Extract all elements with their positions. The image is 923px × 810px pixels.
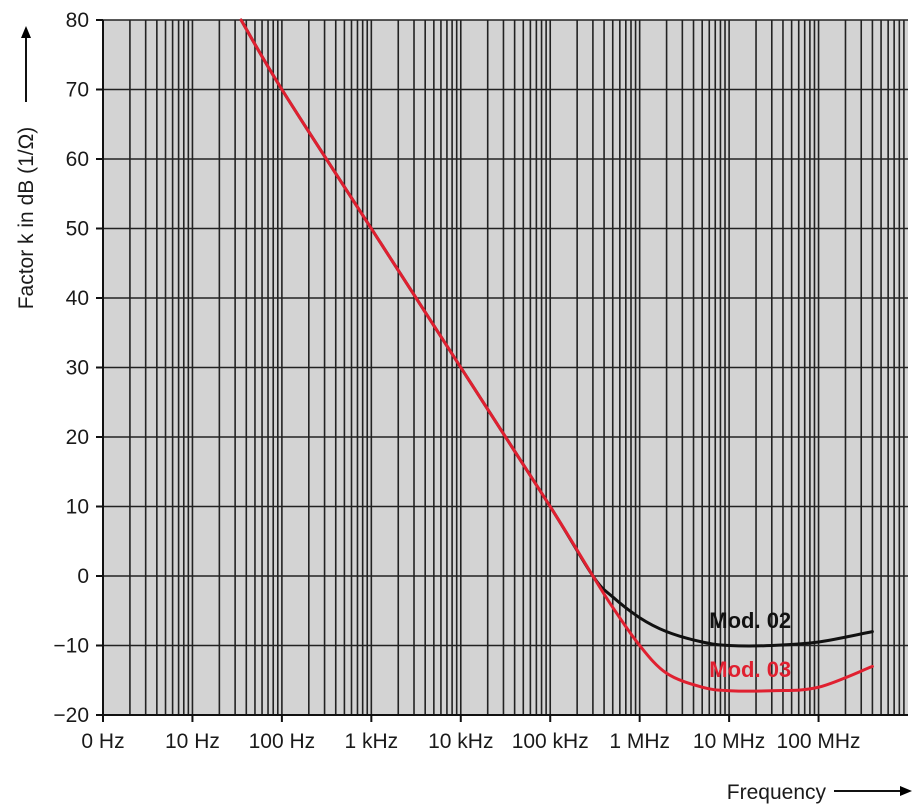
y-axis-arrow-icon <box>21 26 31 38</box>
x-tick-label: 1 kHz <box>344 730 398 753</box>
x-tick-label: 100 Hz <box>249 730 316 753</box>
x-tick-label: 100 MHz <box>777 730 861 753</box>
y-tick-label: 10 <box>66 496 89 519</box>
x-tick-label: 10 Hz <box>165 730 220 753</box>
x-axis-label: Frequency <box>727 781 827 804</box>
y-tick-label: 80 <box>66 9 89 32</box>
y-tick-label: −10 <box>53 635 89 658</box>
y-tick-label: 0 <box>77 565 89 588</box>
y-axis-label: Factor k in dB (1/Ω) <box>15 127 38 310</box>
y-tick-label: −20 <box>53 704 89 727</box>
series-lines <box>239 18 874 693</box>
y-tick-label: 60 <box>66 148 89 171</box>
series-labels: Mod. 02 Mod. 03 <box>709 608 791 682</box>
y-tick-labels: −20 −10 0 10 20 30 40 50 60 70 80 <box>53 9 89 727</box>
grid <box>102 19 908 716</box>
series-label: Mod. 02 <box>709 608 791 633</box>
x-tick-label: 1 MHz <box>609 730 670 753</box>
x-axis-arrow-icon <box>900 786 912 796</box>
x-tick-label: 100 kHz <box>512 730 589 753</box>
y-tick-label: 40 <box>66 287 89 310</box>
x-tick-labels: 0 Hz 10 Hz 100 Hz 1 kHz 10 kHz 100 kHz 1 MHz 10… <box>81 730 860 753</box>
x-tick-label: 10 kHz <box>428 730 493 753</box>
axes <box>96 19 908 722</box>
y-tick-label: 20 <box>66 426 89 449</box>
x-tick-label: 10 MHz <box>693 730 765 753</box>
y-tick-label: 30 <box>66 357 89 380</box>
series-label: Mod. 03 <box>709 657 791 682</box>
y-tick-label: 50 <box>66 218 89 241</box>
x-tick-label: 0 Hz <box>81 730 124 753</box>
series-line-mod-03 <box>239 18 874 693</box>
y-tick-label: 70 <box>66 79 89 102</box>
